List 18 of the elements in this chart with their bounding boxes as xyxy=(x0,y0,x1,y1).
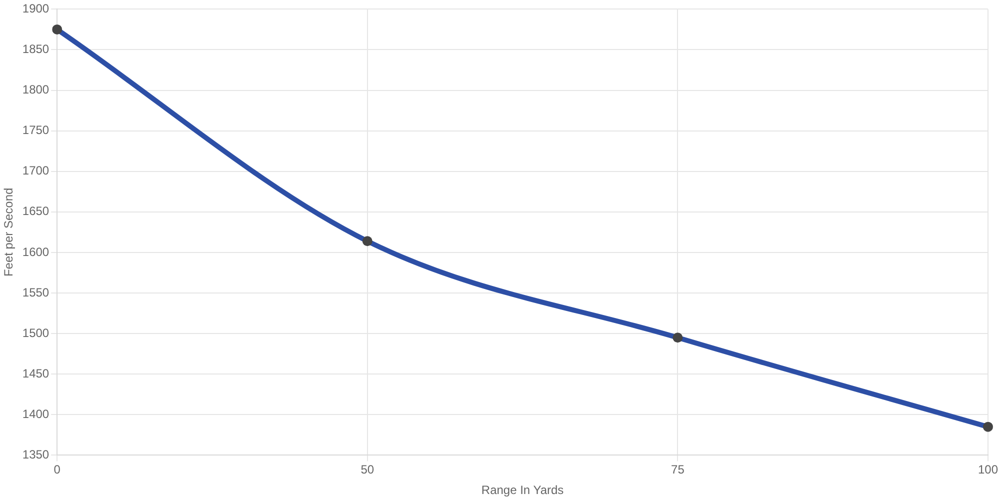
y-tick-label: 1400 xyxy=(22,406,50,421)
x-tick-label: 0 xyxy=(54,462,61,477)
y-tick-label: 1350 xyxy=(22,448,50,462)
y-tick-label: 1800 xyxy=(22,82,50,97)
x-tick-label: 75 xyxy=(671,462,685,477)
x-tick-label: 50 xyxy=(360,462,374,477)
y-tick-label: 1600 xyxy=(22,244,50,259)
y-axis-title: Feet per Second xyxy=(2,188,16,277)
y-tick-label: 1450 xyxy=(22,366,50,380)
x-tick-label: 100 xyxy=(978,462,998,477)
y-tick-label: 1650 xyxy=(22,204,50,218)
y-tick-label: 1750 xyxy=(22,123,50,138)
y-tick-label: 1850 xyxy=(22,42,50,56)
y-tick-label: 1500 xyxy=(22,326,50,340)
x-axis-title: Range In Yards xyxy=(481,483,564,498)
y-tick-label: 1700 xyxy=(22,164,50,178)
y-tick-label: 1550 xyxy=(22,285,50,300)
y-tick-label: 1900 xyxy=(22,2,50,16)
